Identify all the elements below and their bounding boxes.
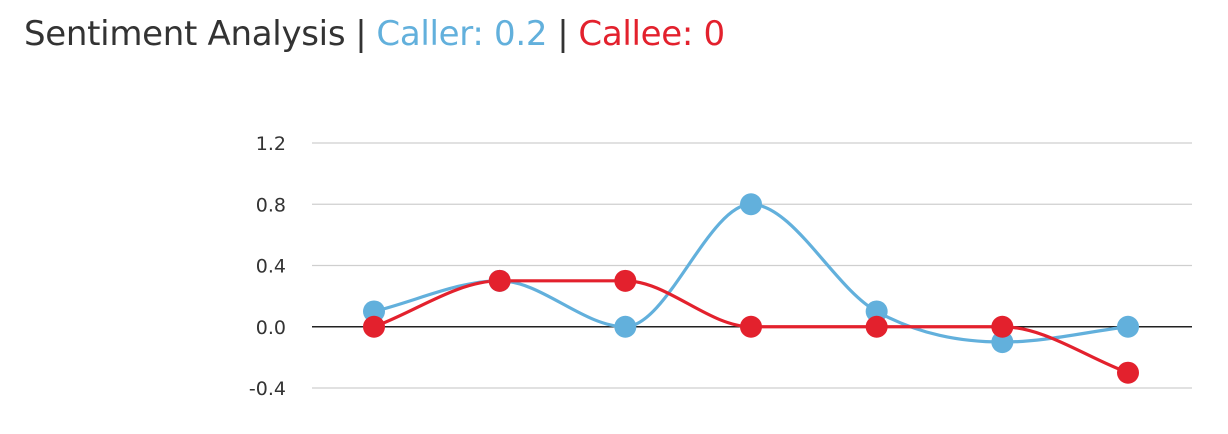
caller-data-point	[991, 331, 1014, 354]
title-text: Sentiment Analysis	[24, 14, 346, 54]
y-tick-label: 1.2	[256, 133, 286, 155]
callee-data-point	[488, 269, 511, 292]
chart-title: Sentiment Analysis | Caller: 0.2 | Callee: 0	[24, 12, 725, 56]
callee-data-point	[1117, 361, 1139, 384]
title-separator: |	[355, 14, 367, 54]
title-separator: |	[557, 14, 569, 54]
callee-score-label: Callee: 0	[578, 14, 725, 54]
callee-data-point	[865, 315, 888, 338]
caller-data-point	[363, 300, 385, 323]
caller-score-label: Caller: 0.2	[376, 14, 548, 54]
callee-data-point	[363, 315, 385, 338]
y-tick-label: -0.4	[249, 378, 286, 400]
callee-data-point	[740, 315, 762, 338]
y-tick-label: 0.8	[256, 194, 286, 216]
y-tick-label: 0.4	[256, 256, 286, 278]
caller-data-point	[1117, 315, 1139, 338]
y-tick-label: 0.0	[256, 317, 286, 339]
caller-data-point	[614, 315, 637, 338]
callee-data-point	[991, 315, 1014, 338]
callee-data-point	[614, 269, 637, 292]
caller-data-point	[865, 300, 888, 323]
caller-data-point	[740, 193, 762, 216]
